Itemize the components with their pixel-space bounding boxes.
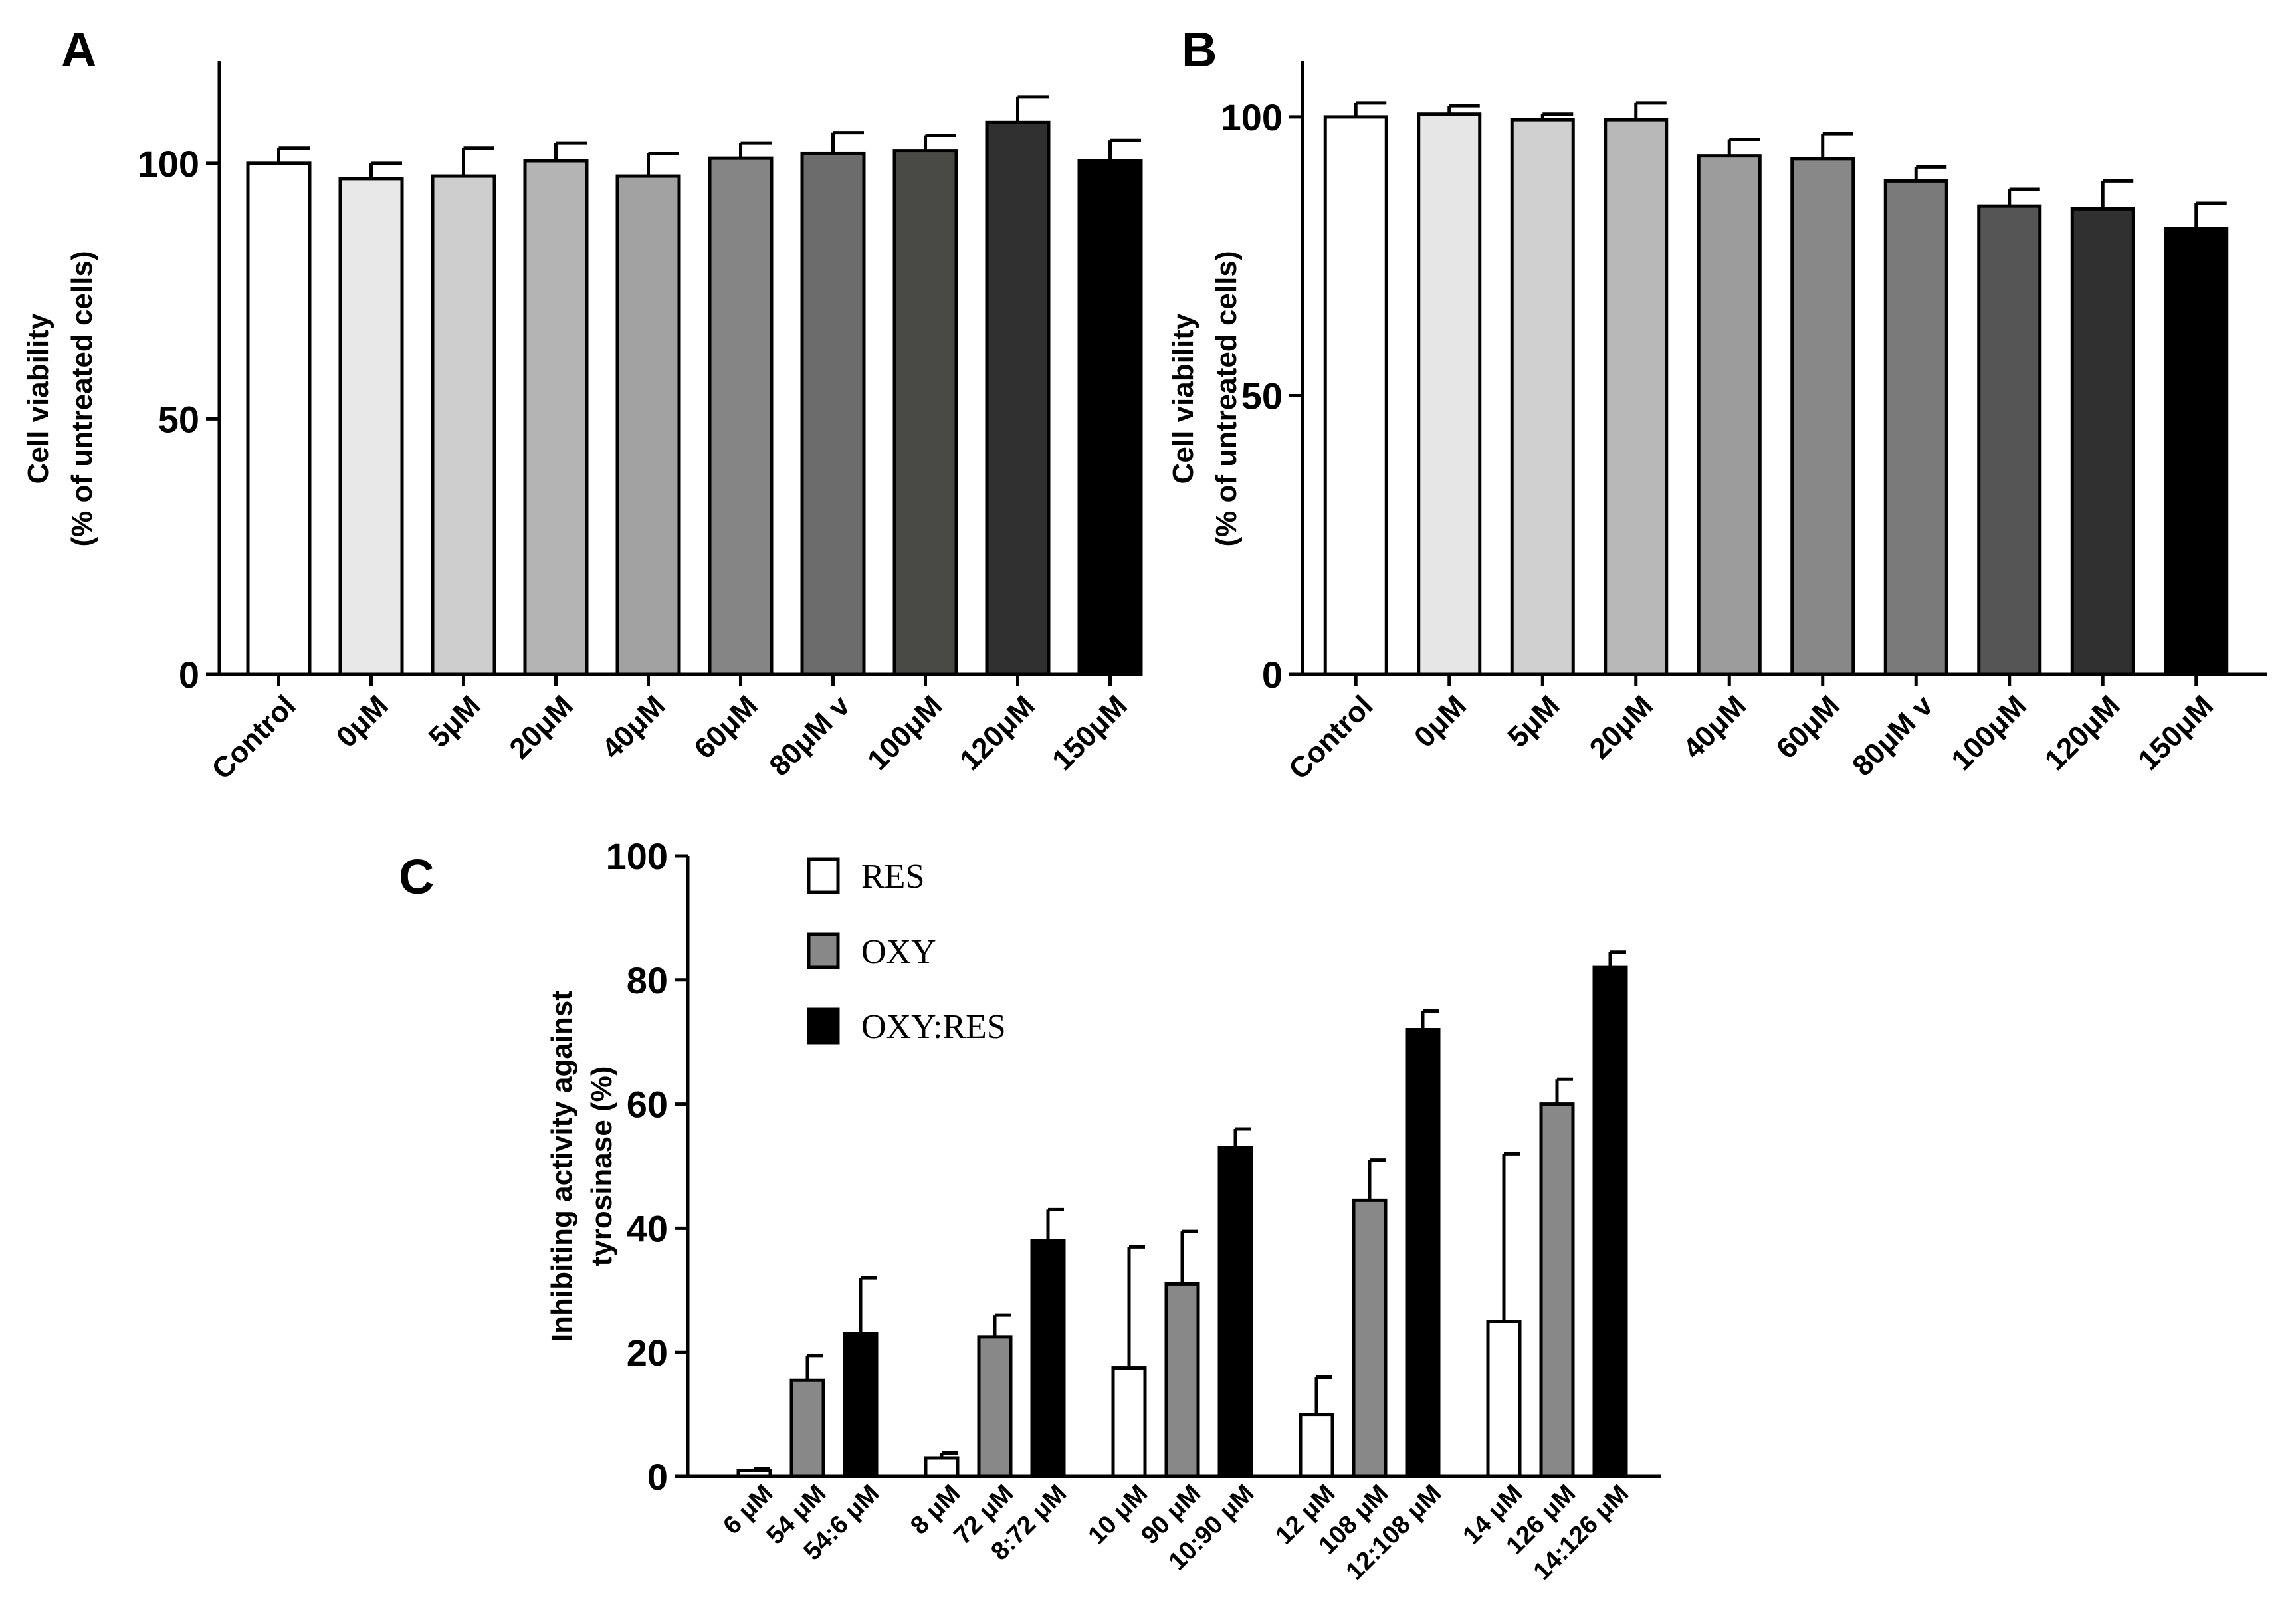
bar <box>1299 1413 1334 1478</box>
panel-c: C Inhibiting activity against tyrosinase (… <box>399 835 1661 1585</box>
bar <box>1164 1282 1200 1478</box>
y-tick-label: 50 <box>158 398 199 440</box>
bar <box>1977 204 2042 676</box>
x-tick-label: 5μM <box>1501 689 1566 754</box>
y-tick-label: 0 <box>179 654 199 696</box>
x-tick-label: 40μM <box>1677 689 1752 765</box>
panel-letter-a: A <box>61 22 96 77</box>
legend-label: OXY:RES <box>861 1008 1006 1046</box>
bar <box>523 159 589 676</box>
x-tick-label: 120μM <box>954 689 1041 777</box>
bar <box>1510 118 1575 676</box>
x-tick-label: 10 μM <box>1083 1480 1153 1550</box>
panel-letter-c: C <box>399 849 434 904</box>
x-tick-label: 80μM v <box>763 689 857 783</box>
x-tick-label: 100μM <box>1945 689 2033 777</box>
bar <box>1539 1102 1575 1478</box>
x-tick-label: 150μM <box>1046 689 1134 777</box>
bar <box>2070 207 2135 676</box>
x-tick-label: 60μM <box>1770 689 1846 765</box>
x-tick-label: 0μM <box>1408 689 1473 754</box>
y-tick-label: 50 <box>1241 375 1283 417</box>
bar <box>1077 159 1143 676</box>
x-tick-label: 150μM <box>2132 689 2220 777</box>
bar <box>1883 179 1948 676</box>
y-axis-label-line-1: Inhibiting activity against <box>546 991 578 1342</box>
bar <box>431 174 496 676</box>
bar <box>615 174 681 676</box>
y-tick-label: 40 <box>627 1207 668 1249</box>
panel-a: A Cell viability (% of untreated cells) Con… <box>22 22 1143 786</box>
y-tick-label: 100 <box>606 835 668 877</box>
panel-letter-b: B <box>1182 22 1217 77</box>
bar <box>1323 115 1388 676</box>
y-tick-label: 20 <box>627 1332 668 1373</box>
x-tick-label: 20μM <box>503 689 579 765</box>
bar <box>1405 1028 1441 1478</box>
bar <box>977 1335 1013 1478</box>
legend-swatch <box>807 932 840 969</box>
y-tick-label: 0 <box>1262 654 1283 696</box>
bar <box>843 1332 879 1478</box>
bar <box>1417 112 1482 676</box>
y-tick-label: 0 <box>647 1456 668 1498</box>
bar <box>924 1456 960 1478</box>
y-axis-label-line-2: (% of untreated cells) <box>1210 251 1243 547</box>
bar <box>1217 1146 1253 1478</box>
legend-swatch <box>807 1007 840 1045</box>
x-tick-label: Control <box>205 689 302 785</box>
x-tick-label: 5μM <box>423 689 487 754</box>
y-tick-label: 100 <box>138 143 199 185</box>
y-axis-label-line-1: Cell viability <box>22 313 54 484</box>
bar <box>789 1378 825 1478</box>
bar <box>985 120 1051 676</box>
x-tick-label: 120μM <box>2039 689 2127 777</box>
x-tick-label: Control <box>1283 689 1379 785</box>
bar <box>708 156 774 676</box>
y-tick-label: 60 <box>627 1084 668 1126</box>
x-tick-label: 100μM <box>861 689 949 777</box>
legend: RES OXY OXY:RES <box>807 857 1006 1046</box>
bar <box>1790 157 1855 676</box>
legend-swatch <box>807 857 840 894</box>
bar <box>892 149 958 676</box>
y-axis-label-line-2: tyrosinase (%) <box>585 1066 618 1267</box>
bar <box>1111 1366 1147 1478</box>
legend-label: RES <box>861 858 924 896</box>
x-tick-label: 40μM <box>595 689 671 765</box>
y-axis-label-line-2: (% of untreated cells) <box>66 251 98 547</box>
bar <box>1486 1320 1522 1478</box>
bar <box>1604 118 1669 676</box>
bar <box>1030 1239 1066 1478</box>
bar <box>1352 1198 1388 1478</box>
x-tick-label: 0μM <box>330 689 395 754</box>
y-tick-label: 80 <box>627 960 668 1001</box>
bar <box>246 161 312 676</box>
x-tick-label: 80μM v <box>1846 689 1940 783</box>
bar <box>338 177 404 676</box>
y-axis-label-line-1: Cell viability <box>1167 313 1199 484</box>
legend-label: OXY <box>861 933 936 971</box>
bar <box>800 151 866 676</box>
bar <box>1592 965 1628 1478</box>
y-tick-label: 100 <box>1221 96 1283 138</box>
bar <box>1697 154 1762 676</box>
x-tick-label: 60μM <box>688 689 764 765</box>
bar <box>2164 227 2229 676</box>
panel-b: B Cell viability (% of untreated cells) Con… <box>1167 22 2267 786</box>
x-tick-label: 20μM <box>1584 689 1659 765</box>
